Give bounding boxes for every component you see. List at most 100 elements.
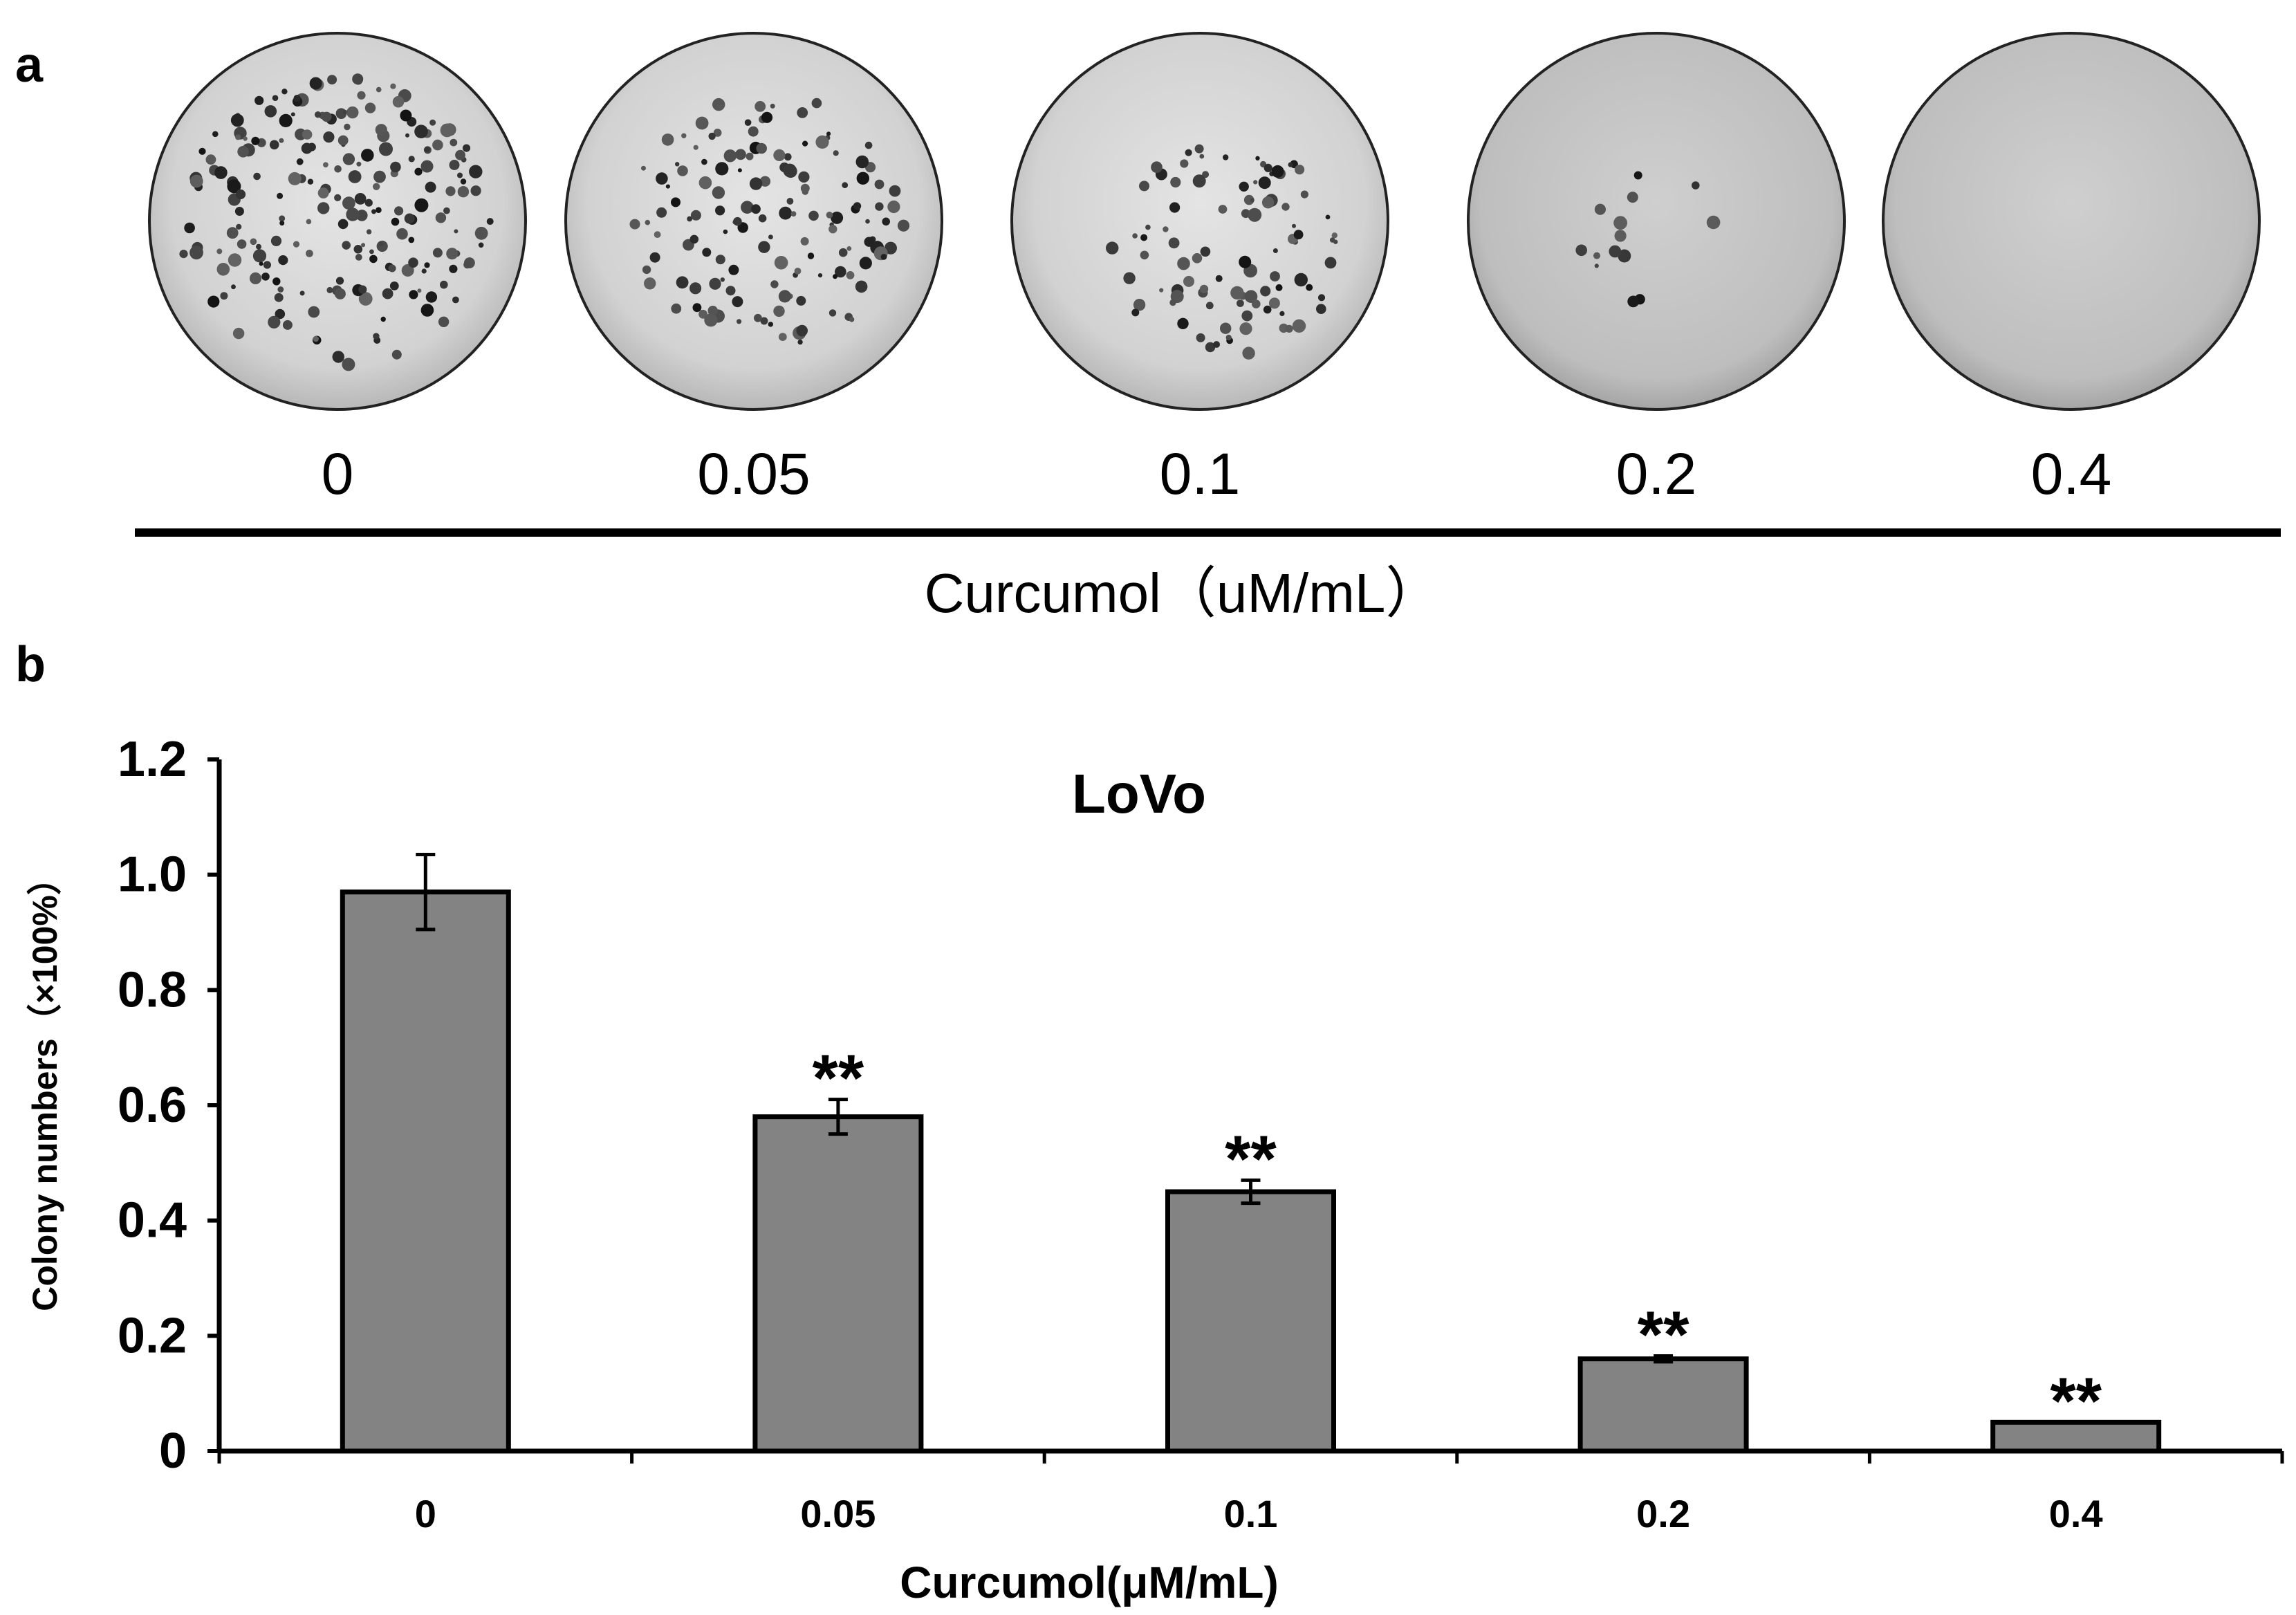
colony-dot bbox=[846, 246, 852, 251]
colony-dot bbox=[369, 249, 374, 255]
colony-dot bbox=[754, 313, 762, 322]
colony-dot bbox=[179, 250, 188, 259]
colony-dot bbox=[759, 176, 771, 187]
colony-dot bbox=[1575, 244, 1587, 257]
colony-dot bbox=[796, 295, 806, 306]
colony-dot bbox=[1618, 249, 1631, 263]
colony-dot bbox=[1123, 272, 1136, 284]
colony-dot bbox=[251, 136, 260, 145]
colony-dot bbox=[417, 288, 422, 293]
y-axis-label: Colony numbers（×100%） bbox=[26, 860, 64, 1311]
colony-dot bbox=[1261, 196, 1275, 209]
colony-dot bbox=[234, 207, 244, 216]
colony-dot bbox=[1140, 234, 1148, 241]
colony-dot bbox=[334, 165, 342, 173]
colony-dot bbox=[1205, 342, 1216, 353]
colony-dot bbox=[235, 189, 246, 200]
colony-dot bbox=[272, 95, 279, 101]
colony-dot bbox=[1220, 322, 1232, 334]
colony-dot bbox=[1258, 176, 1271, 190]
colony-dot bbox=[842, 182, 849, 189]
x-tick-label: 0.05 bbox=[800, 1492, 876, 1535]
colony-dot bbox=[460, 178, 467, 185]
panel-a-axis-title: Curcumol（uM/mL） bbox=[925, 562, 1441, 624]
colony-dot bbox=[352, 73, 364, 85]
colony-dot bbox=[424, 146, 430, 152]
colony-dot bbox=[715, 162, 729, 176]
colony-dot bbox=[1159, 288, 1164, 293]
bar-0.2 bbox=[1577, 1356, 1749, 1454]
colony-dot bbox=[884, 241, 897, 255]
colony-dot bbox=[693, 145, 698, 150]
colony-dot bbox=[274, 293, 284, 302]
colony-dot bbox=[249, 272, 262, 284]
colony-dot bbox=[1306, 284, 1313, 291]
colony-dot bbox=[1279, 311, 1285, 316]
colony-dot bbox=[424, 262, 430, 268]
colony-dot bbox=[1275, 284, 1283, 291]
colony-dot bbox=[1241, 310, 1253, 322]
colony-dot bbox=[1133, 299, 1146, 311]
colony-dot bbox=[290, 112, 295, 117]
colony-dot bbox=[723, 229, 728, 234]
plate-4 bbox=[1882, 32, 2261, 411]
colony-dot bbox=[1255, 156, 1260, 160]
colony-dot bbox=[1169, 202, 1181, 213]
colony-dot bbox=[770, 103, 775, 109]
colony-dot bbox=[773, 305, 785, 317]
colony-dot bbox=[1180, 159, 1189, 168]
colony-dot bbox=[343, 243, 349, 250]
colony-dot bbox=[1199, 154, 1205, 159]
colony-dot bbox=[779, 206, 793, 220]
colony-dot bbox=[689, 282, 702, 295]
colony-dot bbox=[1223, 154, 1229, 160]
colony-dot bbox=[268, 315, 281, 329]
colony-dot bbox=[332, 351, 344, 363]
colony-dot bbox=[1292, 223, 1296, 228]
colony-dot bbox=[342, 109, 347, 115]
significance-marker: ** bbox=[1225, 1122, 1277, 1196]
colony-dot bbox=[1196, 333, 1205, 342]
colony-dot bbox=[277, 286, 284, 293]
colony-dot bbox=[708, 132, 716, 140]
colony-dot bbox=[373, 333, 380, 340]
colony-dot bbox=[1324, 257, 1337, 269]
colony-dot bbox=[293, 241, 300, 248]
colony-dot bbox=[357, 91, 366, 100]
panel-b-label: b bbox=[15, 637, 46, 692]
y-tick-label: 1.0 bbox=[118, 847, 187, 903]
colony-dot bbox=[741, 201, 754, 214]
colony-dot bbox=[414, 124, 428, 138]
colony-dot bbox=[1263, 163, 1272, 172]
colony-dot bbox=[432, 248, 443, 258]
colony-dot bbox=[797, 107, 808, 118]
colony-dot bbox=[715, 205, 725, 216]
colony-dot bbox=[212, 131, 219, 138]
colony-dot bbox=[1139, 181, 1149, 192]
colony-dot bbox=[677, 165, 688, 176]
colony-dot bbox=[800, 237, 809, 246]
colony-dot bbox=[261, 273, 270, 281]
colony-dot bbox=[1244, 290, 1258, 304]
colony-dot bbox=[382, 288, 394, 299]
colony-dot bbox=[798, 171, 810, 183]
colony-dot bbox=[1218, 205, 1228, 214]
colony-dot bbox=[408, 237, 415, 243]
colony-dot bbox=[859, 257, 872, 270]
colony-dot bbox=[408, 156, 415, 163]
bar-chart: LoVo Colony numbers（×100%） Curcumol(μM/m… bbox=[26, 732, 2284, 1607]
colony-dot bbox=[718, 104, 723, 109]
colony-dot bbox=[1252, 299, 1261, 308]
colony-dot bbox=[379, 142, 393, 156]
colony-dot bbox=[348, 170, 362, 183]
plate-0 bbox=[148, 32, 527, 411]
colony-dot bbox=[1285, 324, 1293, 333]
x-tick-label: 0.2 bbox=[1636, 1492, 1690, 1535]
colony-dot bbox=[376, 86, 382, 93]
colony-dot bbox=[831, 211, 844, 224]
colony-dot bbox=[379, 241, 384, 247]
plate-3 bbox=[1467, 32, 1846, 411]
colony-dot bbox=[279, 113, 293, 127]
colony-dot bbox=[1293, 230, 1304, 240]
